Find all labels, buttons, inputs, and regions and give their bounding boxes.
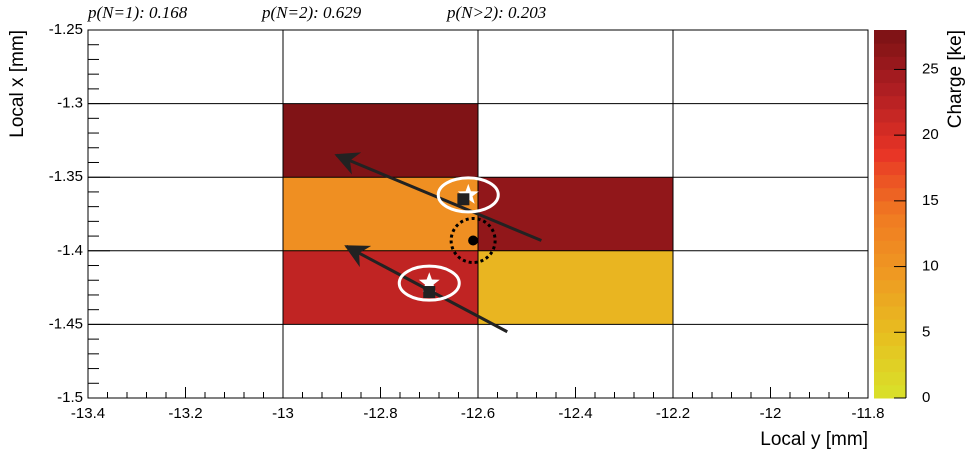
colorbar-band	[874, 292, 906, 307]
x-tick-label: -13	[272, 405, 294, 422]
colorbar-band	[874, 95, 906, 110]
annotation: p(N=1): 0.168	[87, 3, 188, 22]
y-tick-label: -1.5	[57, 389, 83, 406]
hit-ellipse	[397, 264, 461, 302]
colorbar-band	[874, 69, 906, 84]
y-tick-label: -1.4	[57, 242, 83, 259]
reco-hit	[423, 286, 436, 299]
y-tick-label: -1.3	[57, 95, 83, 112]
colorbar-band	[874, 358, 906, 373]
colorbar-band	[874, 56, 906, 70]
centroid-ring	[449, 216, 497, 264]
x-tick-label: -13.2	[168, 405, 202, 422]
colorbar-band	[874, 371, 906, 386]
annotation: p(N>2): 0.203	[446, 3, 546, 22]
centroid	[468, 235, 479, 246]
colorbar-band	[874, 161, 906, 176]
colorbar-band	[874, 135, 906, 149]
x-tick-label: -12.2	[656, 405, 690, 422]
x-tick-label: -12.4	[558, 405, 592, 422]
colorbar-band	[874, 319, 906, 333]
colorbar-band	[874, 345, 906, 360]
annotation: p(N=2): 0.629	[261, 3, 362, 22]
y-tick-label: -1.25	[49, 21, 83, 38]
colorbar-tick-label: 20	[922, 126, 939, 143]
cell	[283, 250, 478, 325]
cell	[283, 177, 478, 251]
cell	[478, 177, 673, 251]
colorbar-tick-label: 0	[922, 389, 930, 406]
colorbar-band	[874, 82, 906, 97]
colorbar-band	[874, 240, 906, 254]
colorbar-band	[874, 30, 906, 44]
y-axis-title: Local x [mm]	[7, 30, 28, 138]
colorbar-tick-label: 5	[922, 323, 930, 340]
colorbar-band	[874, 200, 906, 215]
reco-hit	[457, 193, 470, 206]
colorbar-tick-label: 25	[922, 60, 939, 77]
colorbar-band	[874, 384, 906, 399]
colorbar-band	[874, 332, 906, 346]
colorbar-band	[874, 227, 906, 241]
true-hit	[418, 272, 440, 293]
x-axis-title: Local y [mm]	[760, 429, 868, 450]
x-tick-label: -12.6	[461, 405, 495, 422]
colorbar-band	[874, 253, 906, 268]
x-tick-label: -11.8	[851, 405, 884, 422]
y-tick-label: -1.35	[49, 168, 83, 185]
colorbar-band	[874, 187, 906, 202]
colorbar-band	[874, 306, 906, 320]
colorbar-band	[874, 214, 906, 228]
colorbar-band	[874, 108, 906, 123]
colorbar-band	[874, 174, 906, 189]
colorbar-band	[874, 122, 906, 136]
x-tick-label: -12	[760, 405, 782, 422]
colorbar-band	[874, 266, 906, 281]
cell	[478, 250, 673, 325]
colorbar-tick-label: 10	[922, 258, 939, 275]
colorbar-band	[874, 279, 906, 294]
colorbar-band	[874, 148, 906, 162]
y-tick-label: -1.45	[49, 315, 83, 332]
x-tick-label: -13.4	[71, 405, 105, 422]
colorbar-band	[874, 43, 906, 57]
x-tick-label: -12.8	[363, 405, 397, 422]
colorbar-title: Charge [ke]	[945, 30, 966, 128]
colorbar-tick-label: 15	[922, 192, 939, 209]
hit-ellipse	[436, 176, 500, 214]
cell	[283, 103, 478, 178]
